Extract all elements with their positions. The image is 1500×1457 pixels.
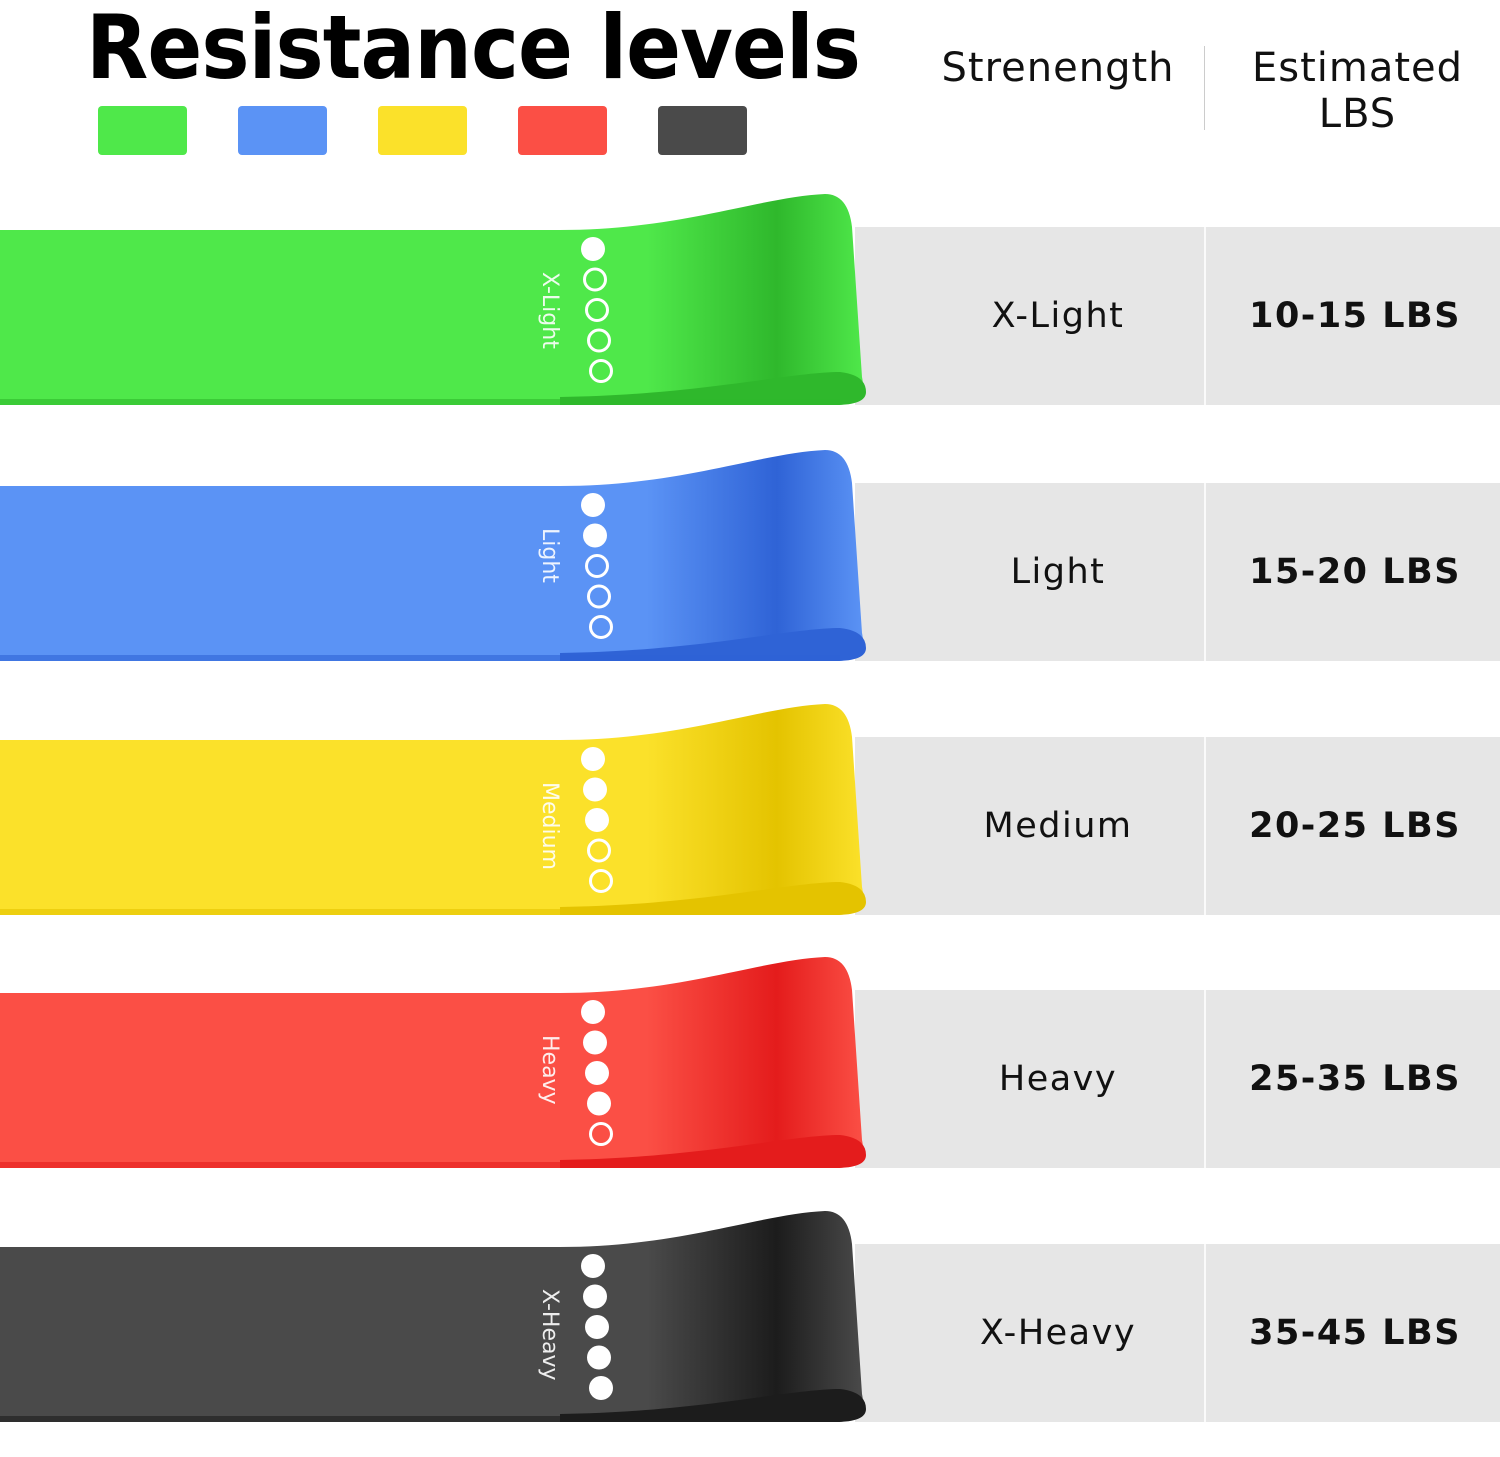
- page-title: Resistance levels: [86, 0, 861, 99]
- level-row: X-Light 10-15 LBS: [855, 227, 1500, 405]
- swatch-x-heavy: [658, 106, 747, 155]
- column-divider: [1204, 737, 1206, 915]
- header-divider: [1204, 46, 1205, 130]
- band-x-heavy: [0, 1211, 866, 1422]
- swatch-heavy: [518, 106, 607, 155]
- strength-cell: Light: [1010, 552, 1106, 592]
- filled-dot: [581, 1000, 605, 1024]
- band-fold: [560, 1389, 866, 1422]
- lbs-cell: 20-25 LBS: [1249, 806, 1461, 846]
- filled-dot: [583, 777, 607, 802]
- empty-dot: [583, 267, 607, 292]
- column-divider: [1204, 227, 1206, 405]
- swatch-x-light: [98, 106, 187, 155]
- column-divider: [1204, 990, 1206, 1168]
- level-row: X-Heavy 35-45 LBS: [855, 1244, 1500, 1422]
- empty-dot: [589, 615, 613, 639]
- empty-dot: [585, 554, 609, 578]
- band-fold: [560, 882, 866, 915]
- band-body: [0, 194, 863, 405]
- filled-dot: [587, 1345, 611, 1370]
- band-label: Medium: [537, 782, 562, 870]
- band-light: [0, 450, 866, 661]
- lbs-cell: 15-20 LBS: [1249, 552, 1461, 592]
- empty-dot: [587, 328, 611, 353]
- band-body: [0, 704, 863, 915]
- empty-dot: [589, 869, 613, 893]
- empty-dot: [585, 298, 609, 322]
- lbs-header: Estimated LBS: [1230, 45, 1485, 137]
- strength-cell: X-Heavy: [979, 1313, 1137, 1353]
- lbs-cell: 35-45 LBS: [1249, 1313, 1461, 1353]
- band-heavy: [0, 957, 866, 1168]
- lbs-cell: 10-15 LBS: [1249, 296, 1461, 336]
- swatch-medium: [378, 106, 467, 155]
- band-body: [0, 957, 863, 1168]
- lbs-cell: 25-35 LBS: [1249, 1059, 1461, 1099]
- filled-dot: [583, 1030, 607, 1055]
- filled-dot: [583, 523, 607, 548]
- band-medium: [0, 704, 866, 915]
- empty-dot: [587, 584, 611, 609]
- level-row: Heavy 25-35 LBS: [855, 990, 1500, 1168]
- empty-dot: [589, 1122, 613, 1146]
- empty-dot: [587, 838, 611, 863]
- band-label: X-Light: [537, 272, 562, 349]
- band-body: [0, 450, 863, 661]
- filled-dot: [585, 808, 609, 832]
- filled-dot: [581, 493, 605, 517]
- filled-dot: [585, 1061, 609, 1085]
- band-label: X-Heavy: [537, 1289, 562, 1381]
- strength-cell: Heavy: [998, 1059, 1118, 1099]
- filled-dot: [585, 1315, 609, 1339]
- filled-dot: [589, 1376, 613, 1400]
- filled-dot: [581, 747, 605, 771]
- level-row: Light 15-20 LBS: [855, 483, 1500, 661]
- filled-dot: [581, 1254, 605, 1278]
- filled-dot: [587, 1091, 611, 1116]
- lbs-header-line2: LBS: [1318, 91, 1397, 137]
- filled-dot: [581, 237, 605, 261]
- filled-dot: [583, 1284, 607, 1309]
- lbs-header-line1: Estimated: [1251, 45, 1464, 91]
- band-body: [0, 1211, 863, 1422]
- band-label: Light: [537, 528, 562, 583]
- level-row: Medium 20-25 LBS: [855, 737, 1500, 915]
- column-divider: [1204, 1244, 1206, 1422]
- strength-cell: Medium: [983, 806, 1133, 846]
- column-divider: [1204, 483, 1206, 661]
- band-fold: [560, 372, 866, 405]
- band-fold: [560, 1135, 866, 1168]
- band-label: Heavy: [537, 1035, 562, 1105]
- band-fold: [560, 628, 866, 661]
- swatch-light: [238, 106, 327, 155]
- strength-cell: X-Light: [991, 296, 1125, 336]
- strength-header: Strenength: [941, 45, 1175, 91]
- empty-dot: [589, 359, 613, 383]
- band-x-light: [0, 194, 866, 405]
